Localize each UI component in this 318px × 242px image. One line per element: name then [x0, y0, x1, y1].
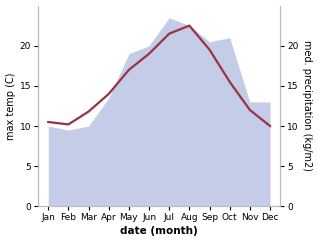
Y-axis label: max temp (C): max temp (C) — [5, 72, 16, 140]
X-axis label: date (month): date (month) — [120, 227, 198, 236]
Y-axis label: med. precipitation (kg/m2): med. precipitation (kg/m2) — [302, 40, 313, 171]
